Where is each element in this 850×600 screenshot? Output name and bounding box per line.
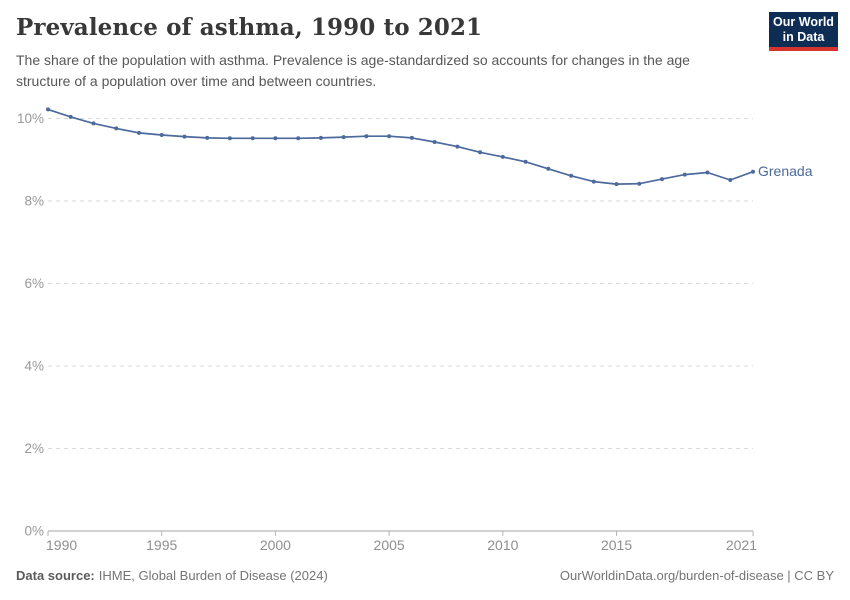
data-point[interactable] [91,121,96,126]
data-point[interactable] [250,136,255,141]
x-tick-label: 2015 [601,537,632,553]
data-point[interactable] [341,135,346,140]
data-point[interactable] [705,170,710,175]
chart-footer: Data source: IHME, Global Burden of Disea… [16,568,834,583]
credit-link[interactable]: OurWorldinData.org/burden-of-disease | C… [559,568,834,583]
data-point[interactable] [500,154,505,159]
data-point[interactable] [523,159,528,164]
data-point[interactable] [660,177,664,182]
y-tick-label: 10% [17,111,44,126]
data-point[interactable] [46,107,50,112]
data-source-note: Data source: IHME, Global Burden of Disea… [16,568,328,583]
data-point[interactable] [682,172,687,177]
data-point[interactable] [432,140,437,144]
data-point[interactable] [387,134,392,139]
data-point[interactable] [296,136,301,141]
y-tick-label: 6% [24,276,44,291]
x-tick-label: 2000 [260,537,291,553]
data-point[interactable] [546,166,551,171]
y-tick-label: 4% [24,359,44,374]
data-source-label: Data source: [16,568,95,583]
data-point[interactable] [591,179,596,184]
x-tick-label: 2021 [726,537,757,553]
data-point[interactable] [137,130,141,135]
chart-subtitle: The share of the population with asthma.… [16,52,690,89]
data-point[interactable] [455,144,460,149]
x-tick-label: 1995 [146,537,177,553]
data-point[interactable] [227,136,232,141]
y-tick-label: 2% [24,441,44,456]
data-point[interactable] [159,133,164,137]
data-point[interactable] [569,173,574,178]
data-point[interactable] [751,169,755,174]
data-point[interactable] [409,135,414,140]
chart-header: Prevalence of asthma, 1990 to 2021 The s… [16,13,756,92]
owid-logo-line2: in Data [782,29,825,44]
owid-logo-line1: Our World [773,15,834,29]
data-point[interactable] [728,178,733,182]
data-point[interactable] [614,182,619,187]
x-tick-label: 1990 [46,537,77,553]
data-point[interactable] [478,150,483,155]
data-point[interactable] [182,134,187,139]
data-point[interactable] [637,181,642,186]
entity-label[interactable]: Grenada [758,163,813,179]
x-tick-label: 2005 [374,537,405,553]
data-point[interactable] [205,135,210,140]
y-tick-label: 0% [24,524,44,539]
data-point[interactable] [114,126,119,131]
data-point[interactable] [273,136,278,141]
y-tick-label: 8% [24,194,44,209]
owid-logo[interactable]: Our World in Data [769,12,838,51]
page-title: Prevalence of asthma, 1990 to 2021 [16,14,483,41]
x-tick-label: 2010 [487,537,518,553]
data-point[interactable] [364,134,369,139]
trend-line[interactable] [47,108,754,185]
data-point[interactable] [68,114,73,119]
data-point[interactable] [318,135,323,140]
data-source-text: IHME, Global Burden of Disease (2024) [98,568,328,583]
